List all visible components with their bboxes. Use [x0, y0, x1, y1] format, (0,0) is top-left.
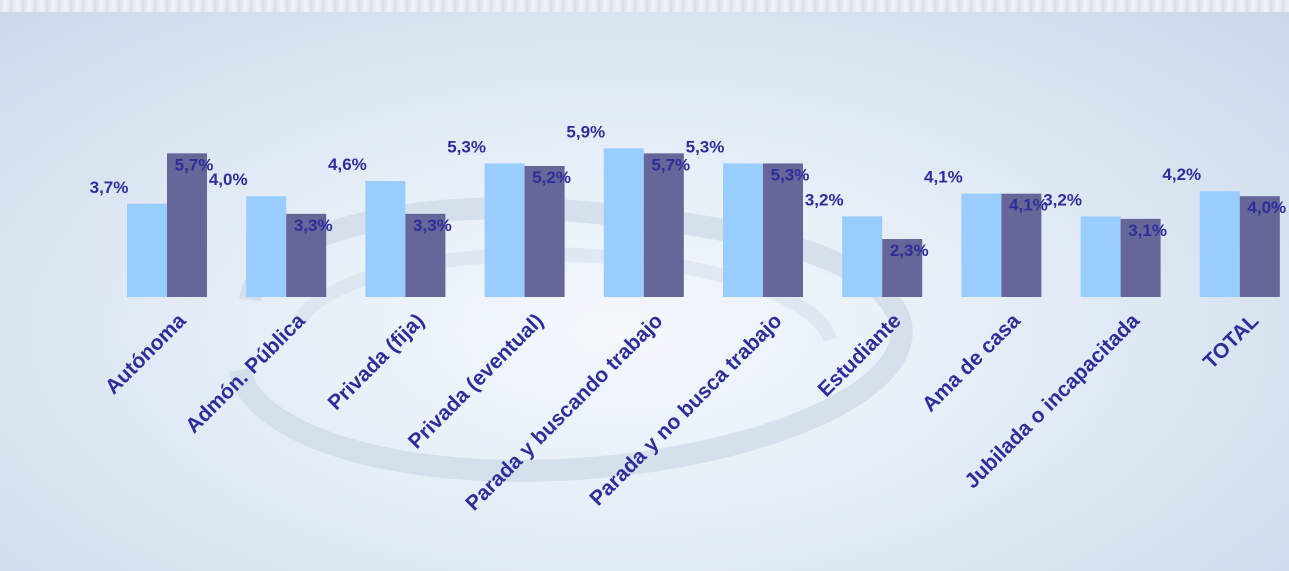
value-label-jubilada-o-incapacitada-series-1: 3,2%: [1043, 190, 1082, 209]
category-label-privada-fija: Privada (fija): [324, 309, 429, 414]
value-label-estudiante-series-2: 2,3%: [890, 241, 929, 260]
value-label-privada-eventual-series-1: 5,3%: [447, 137, 486, 156]
value-label-ama-de-casa-series-1: 4,1%: [924, 168, 963, 187]
category-label-privada-eventual: Privada (eventual): [404, 309, 548, 453]
value-label-parada-y-no-busca-trabajo-series-2: 5,3%: [771, 165, 810, 184]
category-label-total: TOTAL: [1199, 309, 1264, 374]
bar-admon-publica-series-1: [246, 196, 287, 297]
value-label-ama-de-casa-series-2: 4,1%: [1009, 196, 1048, 215]
bar-parada-y-no-busca-trabajo-series-1: [723, 163, 763, 297]
value-label-parada-y-buscando-trabajo-series-2: 5,7%: [651, 155, 690, 174]
bar-parada-y-buscando-trabajo-series-1: [603, 148, 644, 297]
value-label-admon-publica-series-1: 4,0%: [209, 170, 248, 189]
bar-jubilada-o-incapacitada-series-2: [1120, 218, 1161, 297]
bar-total-series-1: [1199, 191, 1240, 297]
value-label-estudiante-series-1: 3,2%: [805, 190, 844, 209]
bar-autonoma-series-1: [127, 203, 167, 297]
bar-admon-publica-series-2: [286, 213, 327, 297]
category-label-ama-de-casa: Ama de casa: [918, 309, 1025, 416]
category-label-admon-publica: Admón. Pública: [181, 309, 310, 438]
value-label-privada-fija-series-2: 3,3%: [413, 216, 452, 235]
bar-privada-fija-series-2: [405, 213, 446, 297]
bar-privada-eventual-series-2: [524, 165, 565, 297]
bar-privada-fija-series-1: [365, 181, 406, 297]
bar-ama-de-casa-series-1: [961, 193, 1002, 297]
value-label-parada-y-no-busca-trabajo-series-1: 5,3%: [686, 137, 725, 156]
category-label-parada-y-buscando-trabajo: Parada y buscando trabajo: [461, 309, 667, 515]
value-label-privada-eventual-series-2: 5,2%: [532, 168, 571, 187]
value-label-total-series-2: 4,0%: [1247, 198, 1286, 217]
value-label-total-series-1: 4,2%: [1162, 165, 1201, 184]
category-label-parada-y-no-busca-trabajo: Parada y no busca trabajo: [585, 309, 786, 510]
category-label-estudiante: Estudiante: [814, 309, 906, 401]
bar-parada-y-buscando-trabajo-series-2: [643, 153, 684, 297]
value-label-parada-y-buscando-trabajo-series-1: 5,9%: [566, 122, 605, 141]
value-label-privada-fija-series-1: 4,6%: [328, 155, 367, 174]
bar-estudiante-series-2: [882, 239, 923, 297]
category-label-autonoma: Autónoma: [101, 309, 191, 399]
value-label-autonoma-series-1: 3,7%: [90, 178, 129, 197]
bar-autonoma-series-2: [167, 153, 207, 297]
bar-jubilada-o-incapacitada-series-1: [1080, 216, 1121, 297]
bar-privada-eventual-series-1: [484, 163, 525, 297]
bar-estudiante-series-1: [842, 216, 883, 297]
value-label-autonoma-series-2: 5,7%: [175, 155, 214, 174]
bar-ama-de-casa-series-2: [1001, 193, 1042, 297]
decorative-top-strip: [0, 0, 1289, 12]
value-label-admon-publica-series-2: 3,3%: [294, 216, 333, 235]
bar-parada-y-no-busca-trabajo-series-2: [763, 163, 803, 297]
value-label-jubilada-o-incapacitada-series-2: 3,1%: [1128, 221, 1167, 240]
bar-total-series-2: [1239, 196, 1280, 297]
